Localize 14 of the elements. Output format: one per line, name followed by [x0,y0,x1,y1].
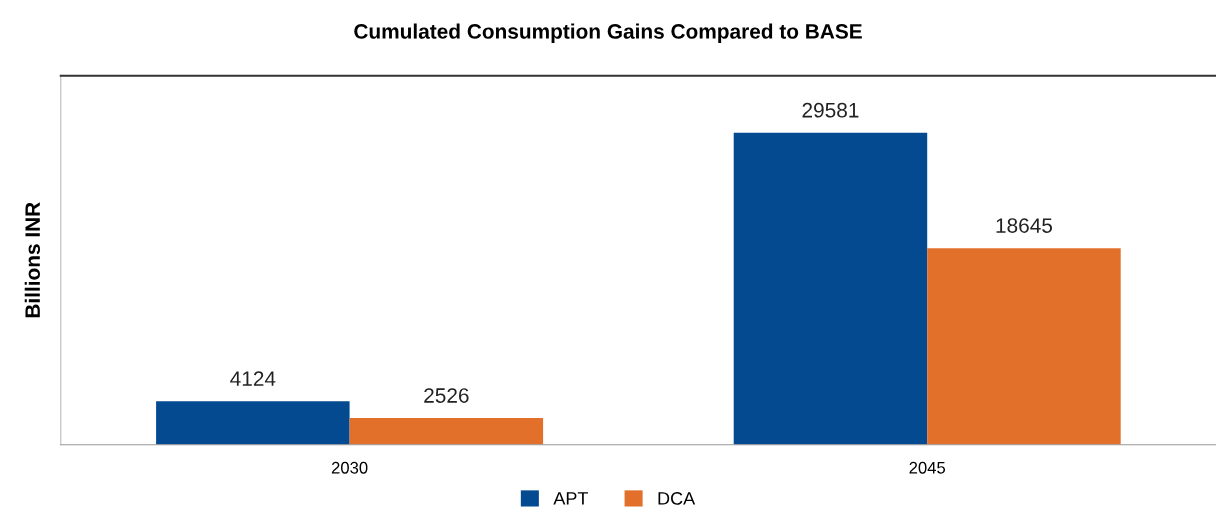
y-axis-title: Billions INR [24,202,41,318]
x-tick-label: 2045 [909,461,946,474]
x-tick-label: 2030 [331,461,368,474]
legend-label: DCA [658,492,696,505]
bar [349,418,544,445]
data-label: 18645 [996,218,1053,233]
data-label: 29581 [802,102,859,118]
data-label: 2526 [424,388,469,403]
legend-label: APT [553,492,589,505]
bar [927,248,1121,445]
data-label: 4124 [230,371,276,386]
bar [733,132,928,445]
bar [156,401,350,445]
chart-title: Cumulated Consumption Gains Compared to BASE [354,23,862,43]
